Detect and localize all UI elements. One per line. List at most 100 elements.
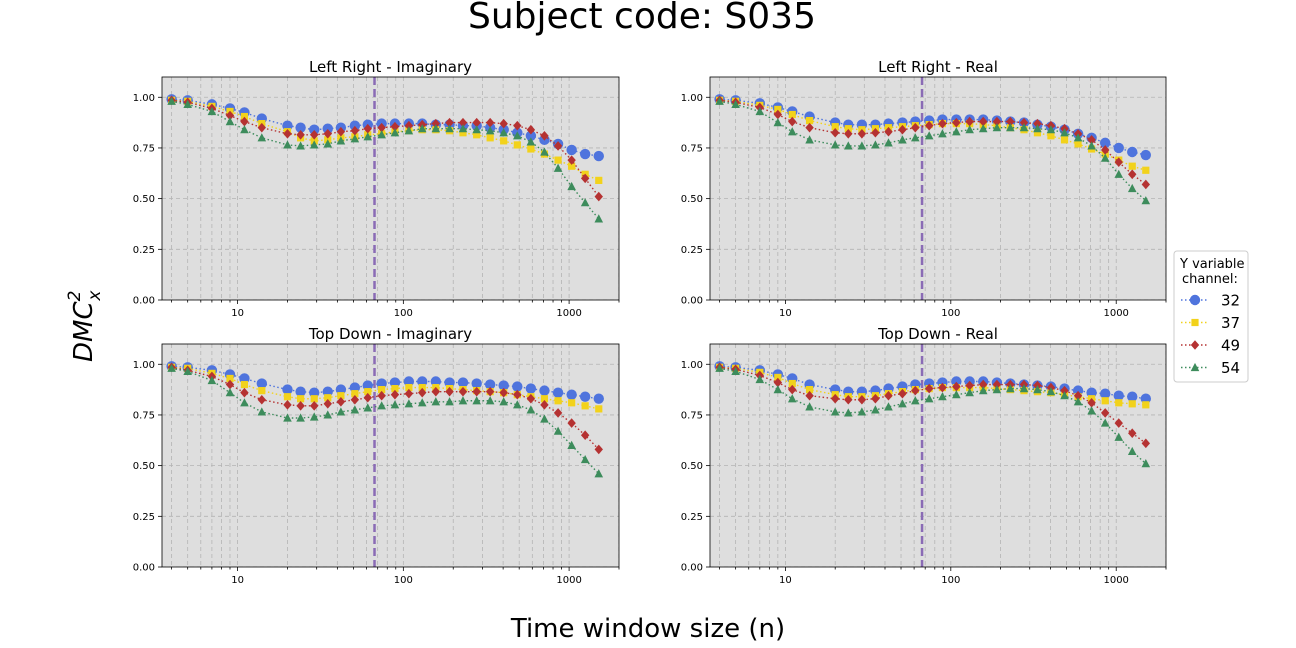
data-point-54 <box>377 130 386 139</box>
data-point-49 <box>871 127 880 138</box>
legend-title-line2: channel: <box>1182 272 1238 287</box>
data-point-54 <box>445 397 454 406</box>
data-point-37 <box>805 386 814 394</box>
y-tick-label: 0.50 <box>133 194 155 205</box>
data-point-54 <box>1073 133 1083 142</box>
y-tick-label: 1.00 <box>133 93 155 104</box>
data-point-49 <box>1073 390 1083 401</box>
data-point-54 <box>924 131 934 140</box>
x-tick-label: 1000 <box>556 308 581 319</box>
data-point-49 <box>965 380 974 391</box>
data-point-49 <box>458 117 468 128</box>
legend-marker <box>1190 340 1200 350</box>
data-point-49 <box>323 128 332 139</box>
panel-title: Top Down - Real <box>877 325 998 343</box>
data-point-49 <box>472 386 481 397</box>
y-tick-label: 0.25 <box>681 245 703 256</box>
data-point-54 <box>553 426 563 435</box>
y-tick-label: 0.00 <box>133 563 155 574</box>
data-point-54 <box>1100 418 1110 427</box>
data-point-49 <box>240 116 249 127</box>
data-point-49 <box>952 381 961 392</box>
data-point-54 <box>952 390 961 399</box>
x-tick-label: 100 <box>394 575 413 586</box>
data-point-49 <box>296 401 305 411</box>
data-point-37 <box>378 386 386 394</box>
data-point-54 <box>390 400 400 409</box>
legend: Y variable channel: 32 37 49 54 <box>1173 250 1249 383</box>
data-point-54 <box>830 407 840 416</box>
data-point-54 <box>594 469 604 478</box>
data-point-49 <box>884 126 893 137</box>
data-point-37 <box>459 129 467 137</box>
data-point-37 <box>1142 401 1150 409</box>
data-point-37 <box>364 388 372 396</box>
data-point-37 <box>774 105 782 114</box>
data-point-54 <box>431 124 441 133</box>
plot-area <box>710 77 1166 300</box>
data-point-49 <box>499 387 508 398</box>
data-point-37 <box>310 395 318 403</box>
legend-entry-32: 32 <box>1181 292 1240 310</box>
data-point-54 <box>485 396 495 405</box>
data-point-49 <box>404 388 414 399</box>
data-point-37 <box>788 110 796 119</box>
data-point-54 <box>857 407 867 416</box>
data-point-54 <box>1060 128 1069 137</box>
legend-label: 54 <box>1221 359 1240 377</box>
data-point-32 <box>1100 388 1111 399</box>
data-point-49 <box>831 393 840 404</box>
data-point-37 <box>788 379 796 388</box>
legend-label: 32 <box>1221 292 1240 310</box>
y-tick-label: 1.00 <box>133 360 155 371</box>
data-point-49 <box>1060 385 1069 396</box>
data-point-54 <box>992 385 1002 394</box>
data-point-54 <box>377 401 386 410</box>
data-point-54 <box>871 140 880 149</box>
data-point-54 <box>404 126 414 135</box>
data-point-32 <box>1127 391 1138 402</box>
data-point-54 <box>1019 384 1029 393</box>
data-point-32 <box>512 381 523 392</box>
data-point-54 <box>992 123 1002 132</box>
data-point-37 <box>473 131 481 139</box>
data-point-32 <box>593 393 604 404</box>
data-point-49 <box>979 379 988 390</box>
data-point-49 <box>938 382 947 393</box>
y-tick-label: 1.00 <box>681 93 703 104</box>
data-point-37 <box>391 385 399 393</box>
data-point-54 <box>390 128 400 137</box>
data-point-37 <box>351 390 359 398</box>
data-point-54 <box>526 137 536 146</box>
data-point-54 <box>857 141 867 150</box>
y-tick-label: 0.75 <box>133 143 155 154</box>
data-point-49 <box>363 123 372 134</box>
data-point-49 <box>513 120 522 131</box>
data-point-49 <box>225 110 235 121</box>
data-point-37 <box>844 125 852 133</box>
data-point-54 <box>1073 397 1083 406</box>
data-point-54 <box>431 397 441 406</box>
svg-text:DMC2x: DMC2x <box>65 290 105 362</box>
data-point-54 <box>978 124 988 133</box>
x-tick-label: 100 <box>941 575 960 586</box>
data-point-49 <box>992 116 1002 127</box>
data-point-54 <box>1046 125 1056 134</box>
x-tick-label: 100 <box>394 308 413 319</box>
data-point-37 <box>337 392 345 400</box>
data-point-54 <box>207 375 217 385</box>
data-point-54 <box>417 124 427 133</box>
chart-panel-1: 0.00 0.25 0.50 0.75 1.00 10 100 1000 Left Right … <box>133 58 620 319</box>
y-tick-label: 0.00 <box>681 296 703 307</box>
data-point-32 <box>282 384 293 395</box>
y-axis-label-sub: x <box>85 290 105 302</box>
data-point-54 <box>499 128 508 137</box>
data-point-54 <box>1033 385 1042 394</box>
data-point-37 <box>595 176 603 184</box>
data-point-49 <box>540 130 549 141</box>
data-point-49 <box>992 379 1002 390</box>
x-tick-label: 10 <box>231 308 244 319</box>
data-point-49 <box>594 444 603 455</box>
data-point-54 <box>898 135 907 144</box>
data-point-49 <box>788 116 797 127</box>
